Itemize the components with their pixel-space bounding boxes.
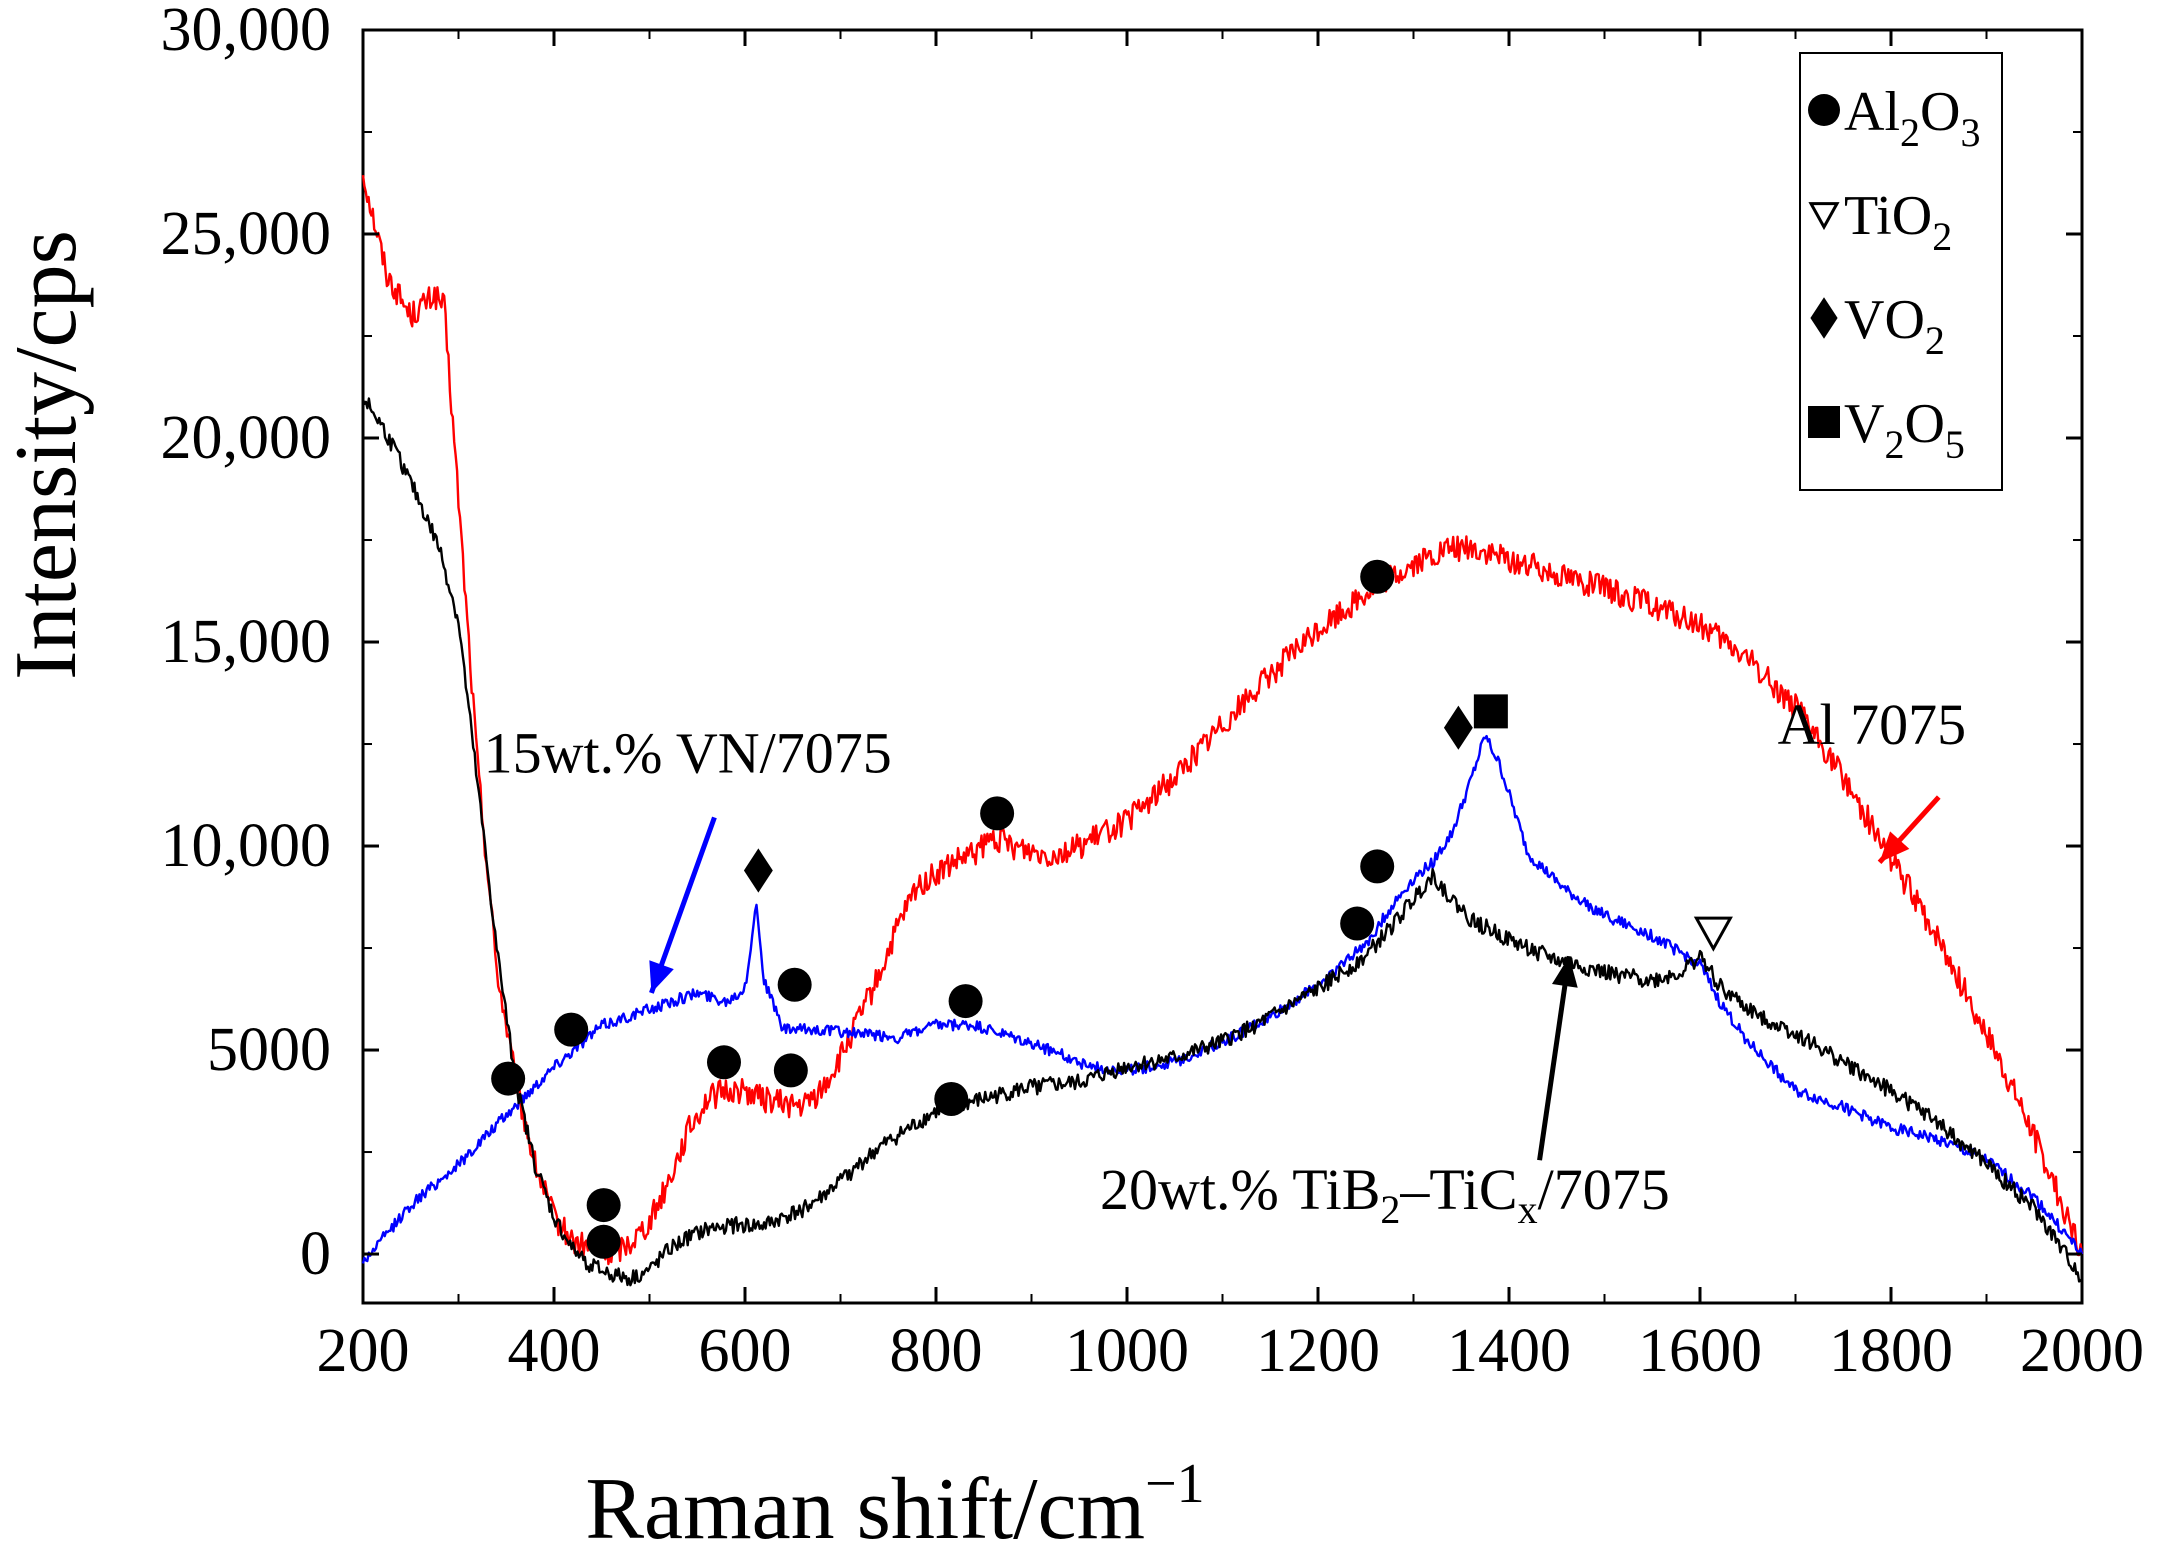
legend-label-2: VO2 — [1844, 289, 1945, 363]
phase-marker-al2o3 — [934, 1081, 969, 1116]
annotation-label-1: Al 7075 — [1778, 692, 1967, 757]
phase-marker-tio2 — [1693, 916, 1733, 952]
series-line-2 — [361, 397, 2084, 1287]
phase-marker-vo2 — [743, 848, 773, 893]
phase-marker-al2o3 — [773, 1053, 808, 1088]
axis-ticks: 200 400 600 800 1000 1200 1400 1600 1800 2000 0 500… — [161, 0, 2145, 1385]
phase-marker-v2o5 — [1473, 694, 1508, 729]
x-tick-label: 2000 — [2020, 1317, 2144, 1385]
phase-marker-al2o3 — [491, 1061, 526, 1096]
phase-marker-al2o3 — [777, 967, 812, 1002]
legend-label-3: V2O5 — [1844, 393, 1965, 467]
legend-marker-triangle-down-open — [1808, 202, 1840, 231]
legend-label-1: TiO2 — [1844, 185, 1952, 259]
y-tick-label: 0 — [300, 1220, 331, 1288]
legend-marker-square — [1808, 406, 1840, 438]
phase-marker-al2o3 — [948, 984, 983, 1019]
x-tick-label: 1600 — [1638, 1317, 1762, 1385]
phase-marker-al2o3 — [980, 796, 1015, 831]
legend-marker-circle — [1808, 94, 1840, 126]
x-tick-label: 1000 — [1065, 1317, 1189, 1385]
phase-marker-al2o3 — [1360, 849, 1395, 884]
x-tick-label: 800 — [890, 1317, 983, 1385]
annotation-arrow-shaft — [1537, 955, 1572, 1161]
legend-marker-diamond — [1810, 297, 1838, 339]
y-tick-label: 15,000 — [161, 608, 332, 676]
phase-marker-al2o3 — [706, 1045, 741, 1080]
annotation-arrow-head — [1879, 831, 1910, 863]
annotations: 15wt.% VN/7075 Al 7075 20wt.% TiB2–TiCx/70… — [484, 692, 1967, 1232]
series-layer — [361, 174, 2084, 1287]
x-tick-label: 400 — [508, 1317, 601, 1385]
legend-label-0: Al2O3 — [1844, 81, 1980, 155]
phase-marker-al2o3 — [586, 1224, 621, 1259]
y-tick-label: 30,000 — [161, 0, 332, 64]
series-line-0 — [361, 174, 2084, 1266]
y-axis-title: Intensity/cps — [0, 230, 95, 680]
annotation-arrow-head — [1551, 956, 1578, 988]
phase-marker-vo2 — [1443, 705, 1473, 750]
x-tick-label: 1200 — [1256, 1317, 1380, 1385]
y-tick-label: 20,000 — [161, 404, 332, 472]
y-tick-label: 5000 — [207, 1016, 331, 1084]
phase-marker-al2o3 — [1360, 559, 1395, 594]
phase-marker-al2o3 — [554, 1012, 589, 1047]
legend: Al2O3 TiO2 VO2 V2O5 — [1799, 52, 2003, 491]
annotation-arrow-head — [649, 960, 674, 993]
phase-marker-al2o3 — [586, 1188, 621, 1223]
phase-marker-al2o3 — [1340, 906, 1375, 941]
y-tick-label: 10,000 — [161, 812, 332, 880]
annotation-label-0: 15wt.% VN/7075 — [484, 721, 892, 786]
x-tick-label: 1800 — [1829, 1317, 1953, 1385]
x-tick-label: 600 — [699, 1317, 792, 1385]
annotation-label-2: 20wt.% TiB2–TiCx/7075 — [1100, 1157, 1670, 1232]
annotation-arrow-shaft — [649, 816, 717, 994]
x-axis-title: Raman shift/cm−1 — [585, 1453, 1204, 1558]
x-tick-label: 1400 — [1447, 1317, 1571, 1385]
y-tick-label: 25,000 — [161, 200, 332, 268]
phase-markers — [491, 559, 1733, 1259]
x-tick-label: 200 — [317, 1317, 410, 1385]
